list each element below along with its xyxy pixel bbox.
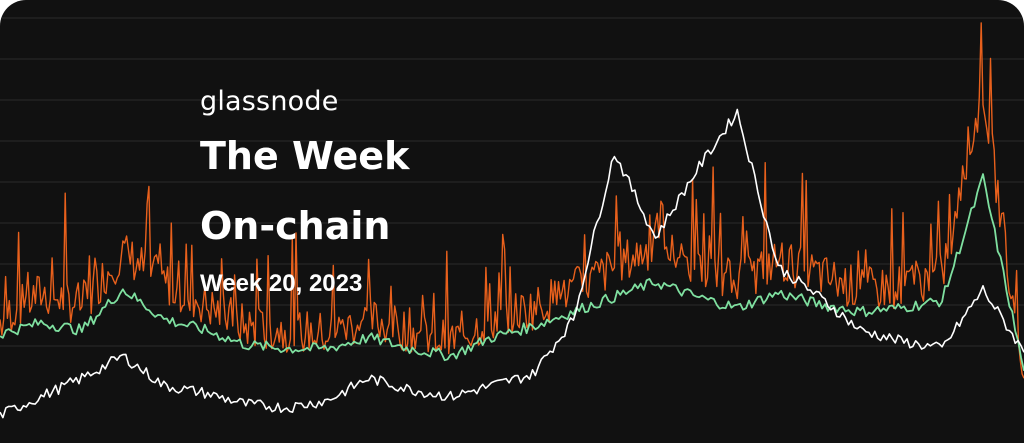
brand-logotype: glassnode	[200, 86, 339, 117]
week-label: Week 20, 2023	[200, 270, 363, 297]
banner-text: glassnode The Week On-chain Week 20, 202…	[200, 86, 409, 298]
series-line-price	[0, 108, 1024, 419]
title-line-1: The Week	[200, 134, 410, 178]
series-layer	[0, 22, 1024, 419]
series-line-metric-smoothed	[0, 173, 1024, 371]
series-line-metric-raw	[0, 22, 1024, 379]
gridlines	[0, 17, 1024, 347]
title-line-2: On-chain	[200, 204, 391, 248]
